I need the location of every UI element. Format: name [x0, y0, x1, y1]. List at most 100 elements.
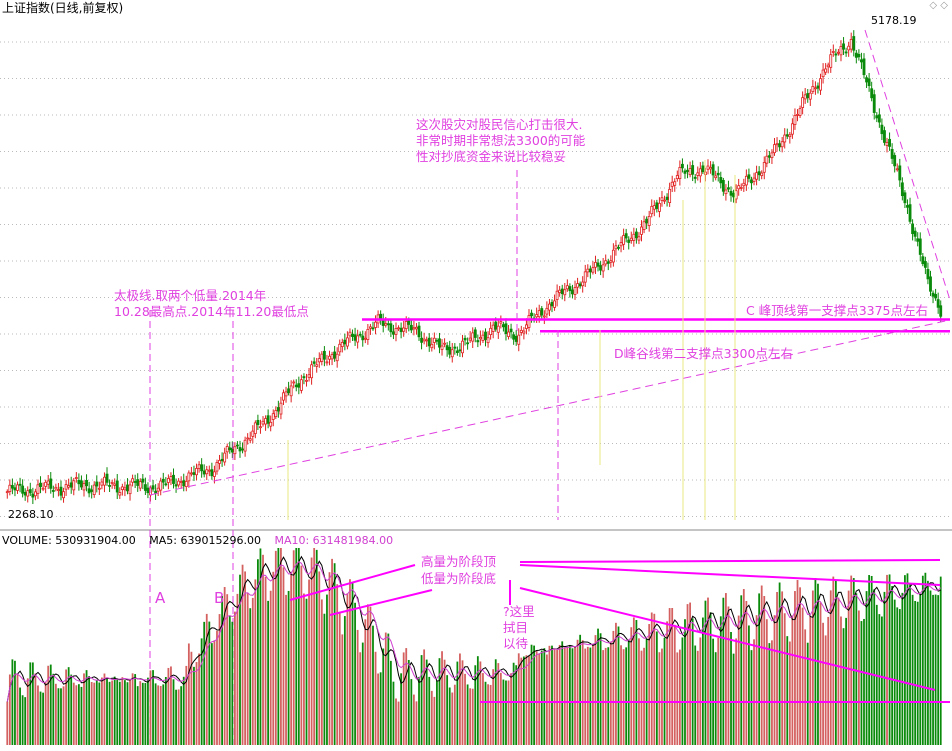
candle-body: [681, 163, 684, 169]
candle-body: [537, 310, 541, 318]
candle-body: [435, 339, 439, 342]
volume-bar: [563, 647, 566, 745]
volume-bar: [37, 685, 39, 745]
candle-body: [154, 490, 158, 494]
candle-body: [604, 260, 608, 265]
volume-bar: [750, 650, 753, 745]
annotation-line: ?这里: [503, 604, 535, 619]
peak-trendline: [864, 29, 951, 301]
volume-bar: [400, 673, 403, 745]
candle-body: [471, 332, 475, 342]
volume-bar: [824, 635, 827, 745]
volume-bar: [811, 590, 814, 745]
volume-bar: [701, 617, 704, 745]
candle-body: [683, 170, 687, 174]
candle-body: [330, 354, 334, 360]
volume-bar: [11, 659, 14, 745]
volume-bar: [676, 652, 679, 745]
volume-bar: [760, 585, 763, 745]
candle-body: [663, 199, 666, 202]
candle-body: [762, 162, 766, 173]
candle-body: [854, 52, 858, 58]
volume-bar: [149, 670, 152, 745]
candle-body: [92, 484, 96, 495]
volume-bar: [650, 612, 653, 745]
volume-bar: [290, 571, 293, 745]
candle-body: [489, 327, 493, 336]
annotation-line: 性对抄底资金来说比较稳妥: [416, 149, 567, 164]
volume-bar: [909, 583, 911, 745]
candle-body: [706, 165, 710, 170]
volume-bar: [617, 626, 620, 745]
volume-bar: [694, 645, 697, 745]
candle-body: [187, 472, 191, 482]
volume-bar: [804, 629, 807, 745]
volume-bar: [499, 672, 502, 745]
candle-body: [310, 364, 314, 379]
volume-bar: [791, 615, 794, 745]
candle-body: [788, 134, 792, 138]
volume-bar: [205, 613, 208, 745]
volume-bar: [154, 683, 157, 745]
volume-bar: [405, 648, 408, 745]
volume-bar: [57, 688, 60, 745]
volume-bar: [653, 613, 656, 745]
volume-bar: [842, 628, 845, 745]
corner-controls[interactable]: ◇ ◇: [929, 0, 948, 11]
candle-body: [39, 482, 42, 487]
volume-bar: [699, 637, 702, 745]
volume-bar: [320, 599, 323, 745]
volume-bar: [615, 622, 617, 745]
price-low-label: 2268.10: [8, 508, 54, 521]
candle-body: [384, 323, 388, 326]
candle-body: [880, 124, 884, 135]
volume-bar: [175, 689, 177, 745]
candle-body: [115, 480, 119, 493]
candle-body: [499, 321, 503, 324]
candle-body: [583, 271, 587, 283]
candle-body: [614, 245, 618, 250]
volume-bar: [581, 640, 584, 745]
candle-body: [297, 383, 301, 388]
volume-bar: [507, 680, 510, 745]
candle-body: [120, 486, 124, 490]
candle-body: [455, 350, 459, 354]
annotation-line: 以待: [503, 636, 529, 651]
candle-body: [54, 486, 58, 490]
volume-bar: [259, 548, 262, 745]
candle-body: [936, 299, 940, 308]
volume-bar: [366, 604, 369, 745]
diamond-icon[interactable]: ◇: [929, 0, 938, 11]
volume-bar: [75, 685, 78, 745]
volume-bar: [326, 594, 328, 745]
volume-bar: [106, 677, 108, 745]
candle-body: [783, 134, 787, 143]
volume-bar: [295, 548, 298, 745]
volume-bar: [54, 683, 57, 745]
candle-body: [926, 269, 930, 280]
volume-bar: [218, 614, 221, 745]
candle-body: [622, 235, 626, 245]
marker-a: A: [155, 589, 166, 607]
candle-body: [220, 458, 224, 462]
volume-bar: [484, 681, 487, 745]
volume-bar: [308, 579, 310, 745]
diamond-icon[interactable]: ◇: [940, 0, 948, 11]
candle-body: [174, 484, 178, 487]
volume-bar: [865, 591, 868, 745]
candle-body: [10, 485, 14, 489]
candle-body: [16, 484, 19, 491]
volume-bar: [758, 593, 761, 745]
candle-body: [466, 342, 470, 345]
candle-body: [673, 181, 677, 186]
candle-body: [857, 53, 861, 58]
volume-bar: [356, 629, 359, 745]
candle-body: [895, 168, 899, 171]
volume-bar: [111, 680, 114, 745]
volume-bar: [359, 652, 362, 745]
volume-bar: [90, 681, 93, 745]
candle-body: [338, 343, 342, 353]
candle-body: [269, 421, 273, 427]
volume-bar: [21, 695, 24, 745]
candle-body: [402, 327, 406, 332]
